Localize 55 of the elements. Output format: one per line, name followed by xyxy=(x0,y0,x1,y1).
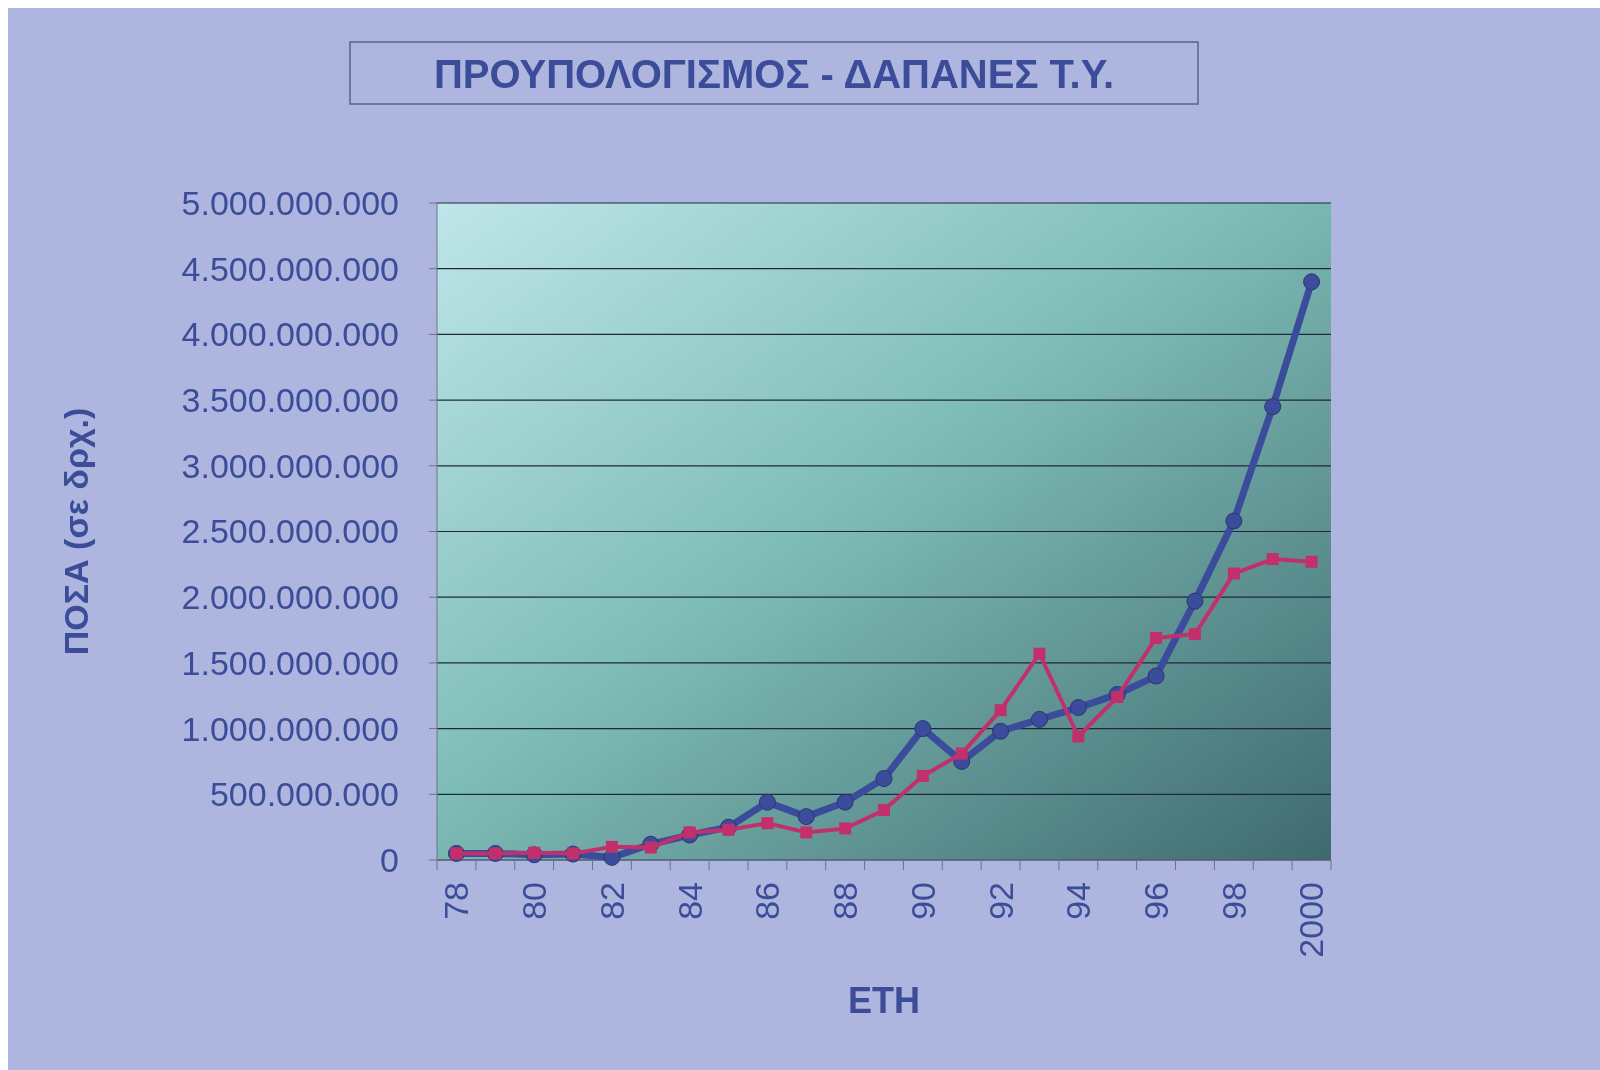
point xyxy=(1225,512,1243,530)
x-axis-title: ΕΤΗ xyxy=(848,980,920,1021)
point xyxy=(797,808,815,826)
y-axis-title: ΠΟΣΑ (σε δρχ.) xyxy=(57,407,95,656)
x-tick-label: 90 xyxy=(903,882,942,920)
y-tick-label: 0 xyxy=(380,840,399,879)
y-tick-label: 1.500.000.000 xyxy=(181,643,399,682)
point xyxy=(992,722,1010,740)
y-tick-label: 3.500.000.000 xyxy=(181,381,399,419)
point xyxy=(955,747,968,760)
point xyxy=(1069,699,1087,717)
chart-title: ΠΡΟΥΠΟΛΟΓΙΣΜΟΣ - ΔΑΠΑΝΕΣ Τ.Υ. xyxy=(433,52,1115,96)
y-tick-label: 4.500.000.000 xyxy=(181,249,399,288)
x-tick-label: 2000 xyxy=(1292,882,1331,958)
point xyxy=(1147,667,1165,685)
y-tick-label: 1.000.000.000 xyxy=(181,709,399,748)
point xyxy=(1305,555,1318,568)
point xyxy=(800,826,813,839)
x-tick-label: 92 xyxy=(981,882,1020,920)
point xyxy=(1072,730,1085,743)
point xyxy=(994,704,1007,717)
y-tick-label: 5.000.000.000 xyxy=(181,183,399,222)
x-tick-label: 84 xyxy=(670,882,709,920)
point xyxy=(761,817,774,830)
point xyxy=(1186,592,1204,610)
x-tick-label: 88 xyxy=(826,882,865,920)
point xyxy=(758,793,776,811)
point xyxy=(914,720,932,738)
x-tick-label: 94 xyxy=(1059,882,1098,920)
x-tick-label: 86 xyxy=(748,882,787,920)
x-tick-label: 82 xyxy=(592,882,631,920)
point xyxy=(1150,631,1163,644)
y-tick-label: 4.000.000.000 xyxy=(181,315,399,354)
y-tick-label: 2.500.000.000 xyxy=(181,512,399,551)
point xyxy=(1303,273,1321,291)
point xyxy=(916,769,929,782)
x-tick-label: 96 xyxy=(1136,882,1175,920)
y-tick-label: 3.000.000.000 xyxy=(181,446,399,485)
point xyxy=(1033,647,1046,660)
point xyxy=(836,793,854,811)
point xyxy=(644,841,657,854)
point xyxy=(1030,710,1048,728)
x-tick-label: 80 xyxy=(515,882,554,920)
y-tick-label: 2.000.000.000 xyxy=(181,578,399,617)
point xyxy=(605,840,618,853)
point xyxy=(1188,627,1201,640)
point xyxy=(1264,398,1282,416)
point xyxy=(875,770,893,788)
point xyxy=(1227,567,1240,580)
x-tick-label: 78 xyxy=(437,882,476,920)
point xyxy=(1266,553,1279,566)
y-tick-label: 500.000.000 xyxy=(209,775,399,814)
x-tick-label: 98 xyxy=(1214,882,1253,920)
point xyxy=(878,804,890,817)
point xyxy=(839,822,852,835)
